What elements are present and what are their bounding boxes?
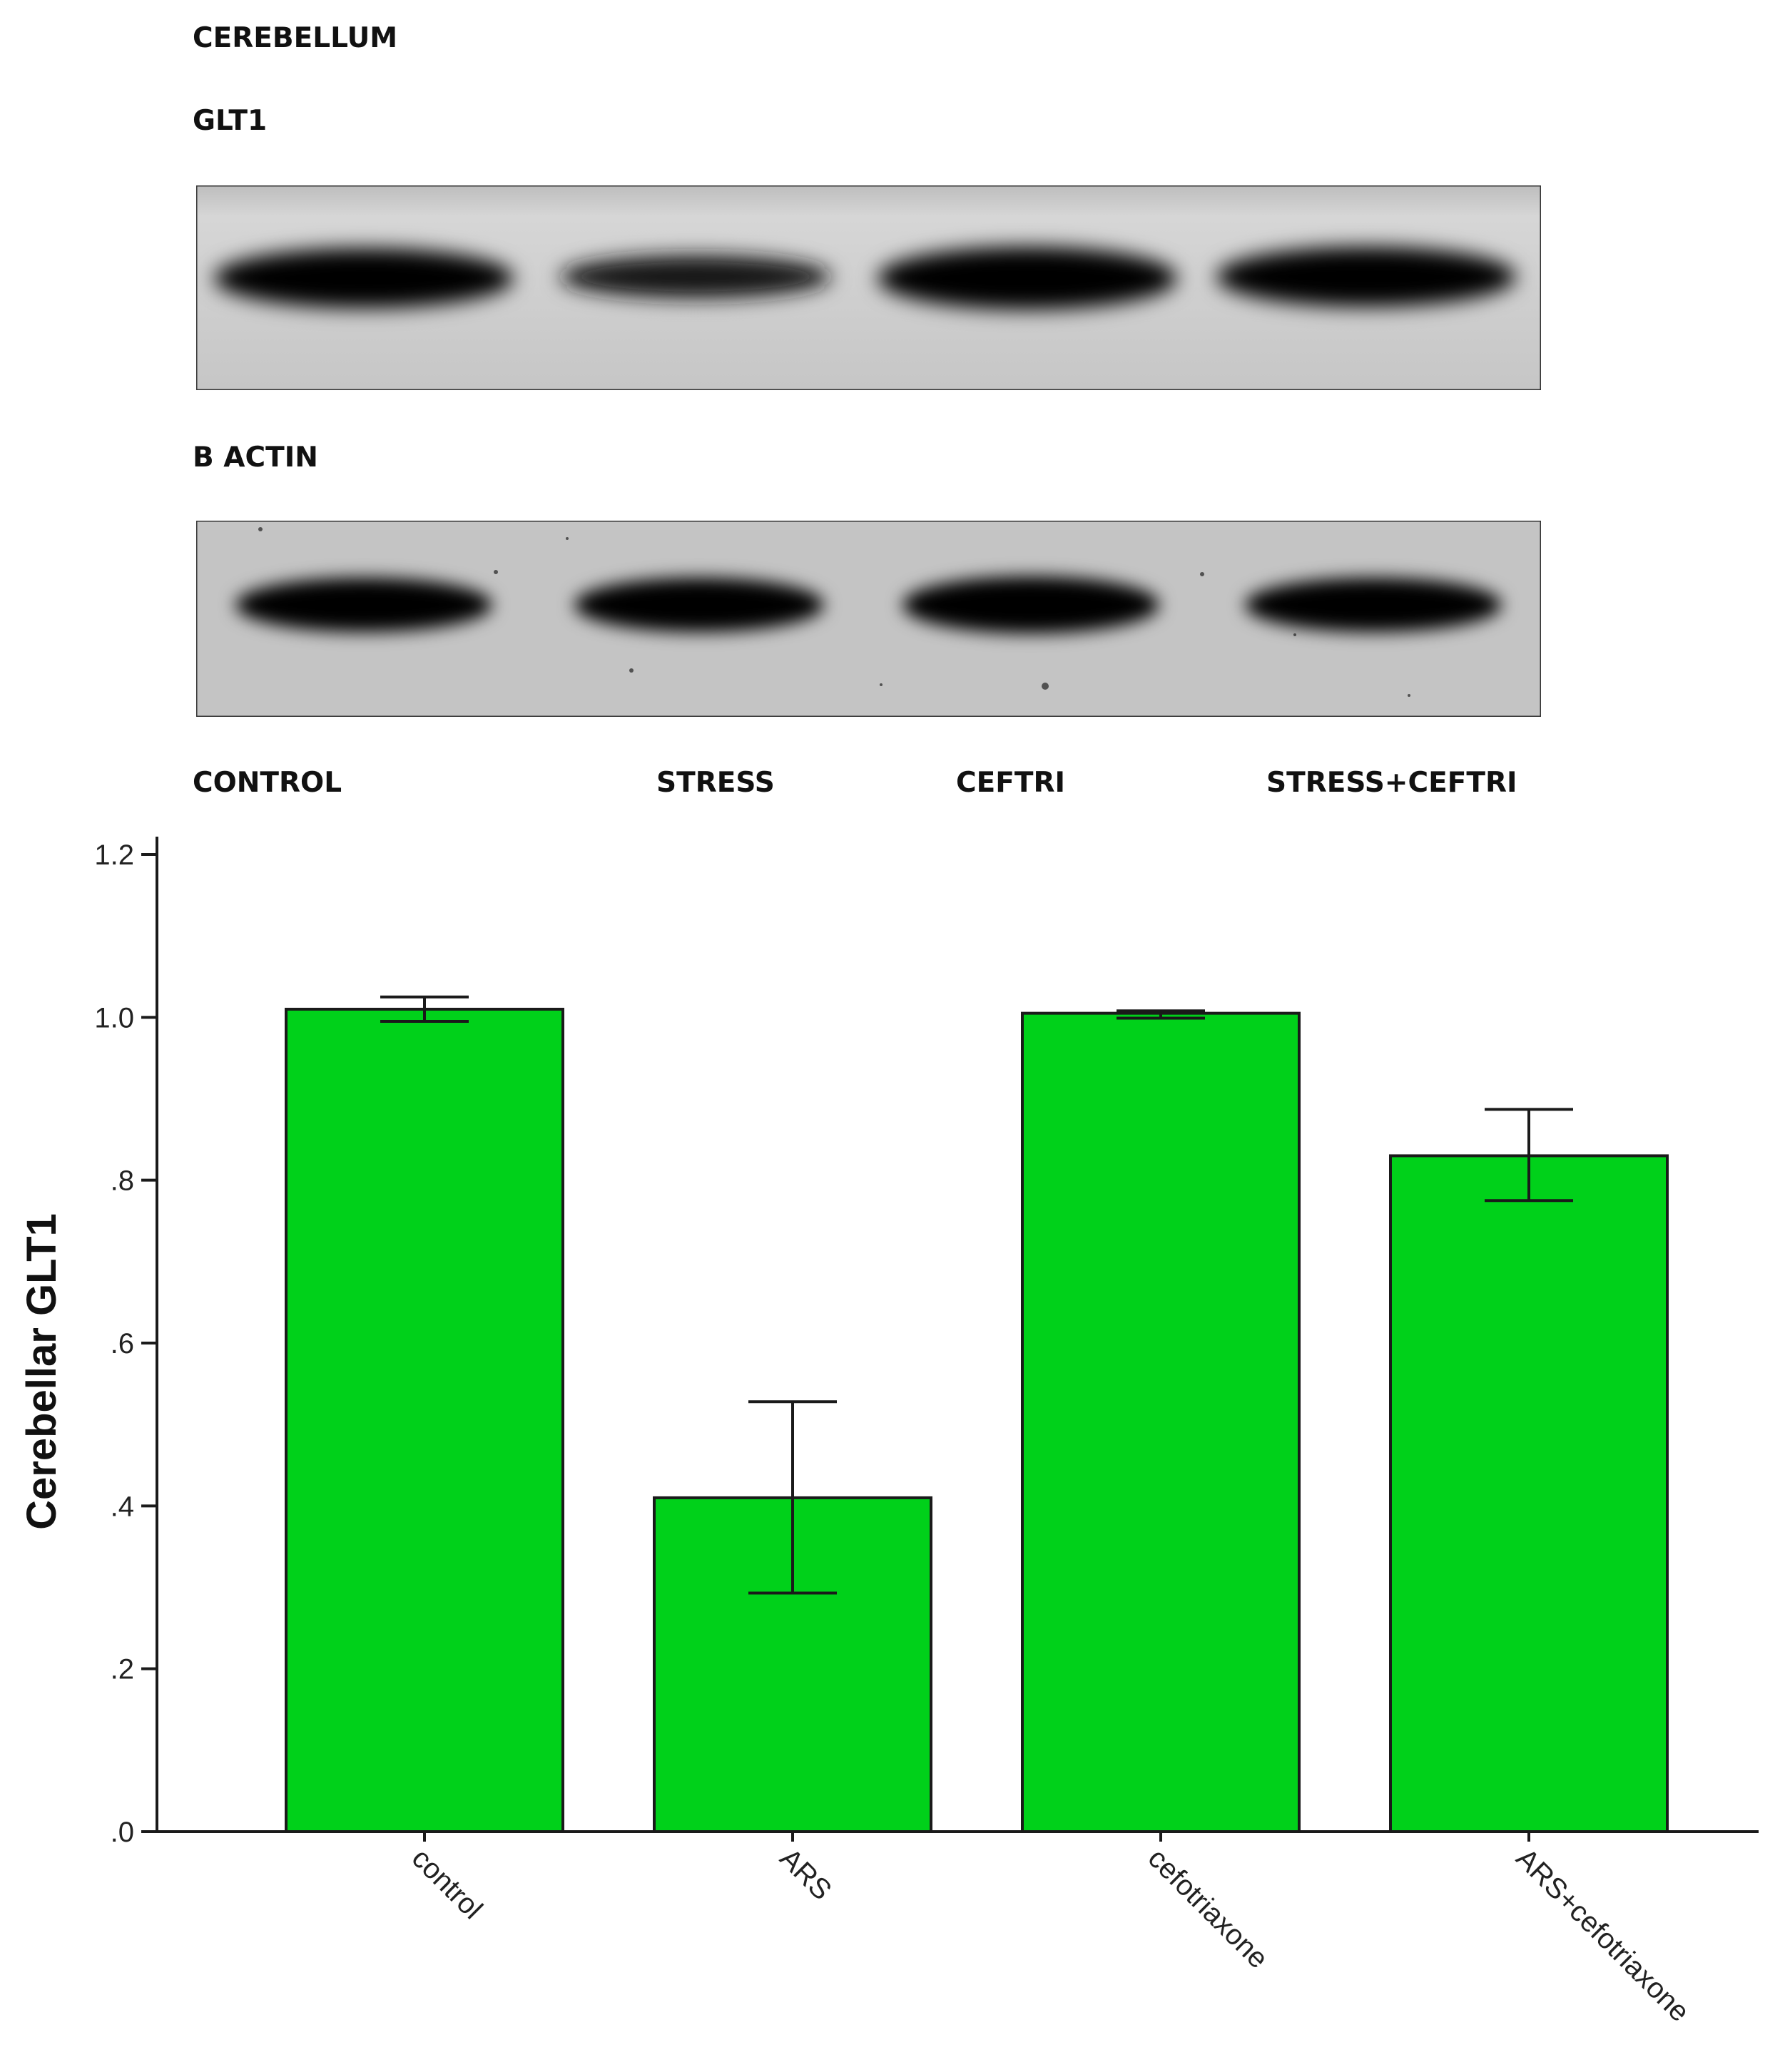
y-tick-label: .4 — [111, 1491, 134, 1522]
beta-actin-blot-label: B ACTIN — [193, 442, 318, 474]
glt1-bar-chart: Cerebellar GLT1 .0 .2 .4 .6 .8 1.0 1.2 control… — [19, 837, 1759, 2028]
y-tick-label: .6 — [111, 1328, 134, 1359]
y-tick-label: 1.2 — [94, 839, 134, 871]
glt1-blot-label: GLT1 — [193, 105, 268, 137]
y-axis-label: Cerebellar GLT1 — [19, 1213, 65, 1530]
actin-band-ceftri — [902, 576, 1159, 633]
x-tick-label: control — [406, 1842, 489, 1925]
lane-label-stress: STRESS — [656, 767, 775, 799]
actin-band-stress-ceftri — [1245, 578, 1502, 632]
lane-label-stress-ceftri: STRESS+CEFTRI — [1266, 767, 1517, 799]
glt1-western-blot — [196, 185, 1541, 390]
actin-band-control — [235, 578, 492, 632]
glt1-band-stress — [560, 255, 831, 298]
x-axis: control ARS cefotriaxone ARS+cefotriaxone — [141, 1830, 1759, 2028]
lane-label-ceftri: CEFTRI — [956, 767, 1066, 799]
bar-ars-cefotriaxone — [1389, 1154, 1669, 1833]
y-tick-label: .0 — [111, 1817, 134, 1848]
bar-cefotriaxone — [1021, 1011, 1301, 1833]
blot-specks — [258, 527, 1410, 697]
x-tick-label: cefotriaxone — [1142, 1842, 1274, 1974]
bar-control — [285, 1007, 564, 1834]
x-tick-label: ARS — [774, 1842, 838, 1906]
y-axis: .0 .2 .4 .6 .8 1.0 1.2 — [94, 837, 158, 1848]
glt1-band-stress-ceftri — [1216, 247, 1516, 307]
actin-band-stress — [574, 578, 824, 632]
bars — [285, 995, 1669, 1834]
glt1-band-control — [214, 248, 514, 308]
y-tick-label: 1.0 — [94, 1002, 134, 1034]
region-label: CEREBELLUM — [193, 22, 398, 54]
glt1-band-ceftri — [878, 247, 1177, 310]
lane-label-control: CONTROL — [193, 767, 342, 799]
y-tick-label: .8 — [111, 1165, 134, 1197]
beta-actin-western-blot — [196, 521, 1541, 717]
x-tick-label: ARS+cefotriaxone — [1510, 1842, 1696, 2028]
y-tick-label: .2 — [111, 1654, 134, 1685]
